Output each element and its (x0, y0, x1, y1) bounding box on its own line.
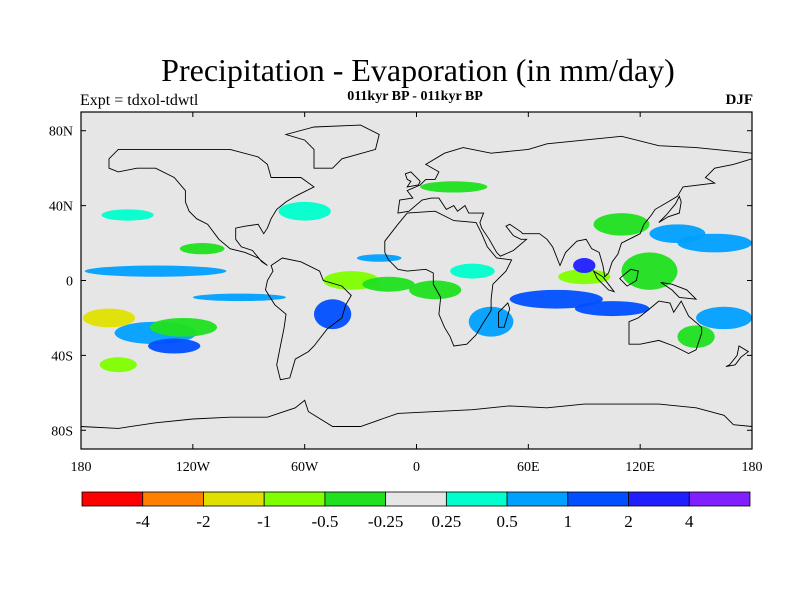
lon-tick-label: 120E (625, 460, 655, 475)
coastline-eurasia (397, 135, 752, 278)
lon-tick-label: 60E (517, 460, 540, 475)
colorbar-swatch (81, 491, 144, 507)
colorbar-swatch (385, 491, 447, 507)
lat-tick-label: 0 (66, 275, 73, 290)
colorbar-swatch (506, 491, 569, 507)
anomaly-region (677, 325, 715, 348)
coastline-madagascar (498, 302, 511, 328)
colorbar-label: -4 (136, 512, 151, 531)
period-label: 011kyr BP - 011kyr BP (347, 89, 483, 104)
anomaly-region (509, 289, 603, 309)
colorbar-swatch (688, 491, 751, 507)
anomaly-region (621, 252, 678, 290)
colorbar-swatch (628, 491, 690, 507)
lon-tick-label: 120W (176, 460, 211, 475)
anomaly-region (313, 299, 352, 330)
coastline-africa (384, 210, 513, 347)
coastline-uk (404, 171, 421, 188)
colorbar-label: 0.25 (431, 512, 461, 531)
coastline-south-america (265, 257, 352, 381)
anomaly-region (149, 317, 218, 337)
anomaly-region (409, 280, 462, 300)
colorbar-swatch (567, 491, 629, 507)
colorbar-label: -2 (196, 512, 210, 531)
colorbar-label: -0.5 (311, 512, 338, 531)
lon-tick-label: 180 (71, 460, 92, 475)
season-label: DJF (725, 92, 754, 108)
coastline-new-guinea (660, 281, 698, 300)
coastline-borneo (619, 268, 639, 287)
colorbar-swatch (263, 491, 326, 507)
anomaly-region (148, 338, 201, 354)
lat-tick-label: 40N (49, 200, 73, 215)
colorbar-label: 0.5 (496, 512, 517, 531)
colorbar-label: 4 (685, 512, 694, 531)
colorbar-label: -0.25 (368, 512, 403, 531)
colorbar-swatch (203, 491, 265, 507)
coastline-layer (81, 124, 752, 449)
colorbar-swatch (324, 491, 387, 507)
anomaly-region (278, 201, 331, 221)
coastline-antarctica (81, 399, 752, 449)
coastline-north-america (108, 148, 315, 266)
anomaly-region (696, 306, 752, 330)
colorbar-label: 1 (564, 512, 573, 531)
anomaly-region (362, 276, 415, 292)
coastline-new-zealand (725, 345, 750, 368)
plot-title: Precipitation - Evaporation (in mm/day) (161, 52, 675, 88)
anomaly-region (179, 243, 225, 255)
lon-tick-label: 180 (742, 460, 763, 475)
coastline-greenland (284, 124, 380, 169)
colorbar: -4 -2 -1 -0.5 -0.25 0.25 0.5 1 2 4 (81, 491, 751, 531)
anomaly-region (677, 233, 752, 253)
lon-tick-label: 60W (291, 460, 319, 475)
colorbar-label: -1 (257, 512, 271, 531)
axis-layer: 80N 40N 0 40S 80S 180 120W 60W 0 60E 120E 180 (49, 112, 763, 475)
anomaly-region (574, 301, 650, 317)
anomaly-region (593, 213, 650, 236)
anomaly-region (450, 263, 495, 279)
anomaly-region (84, 265, 227, 277)
coastline-sumatra (592, 269, 616, 293)
colorbar-swatch (142, 491, 204, 507)
lat-tick-label: 80S (51, 424, 73, 439)
anomaly-region (192, 293, 287, 302)
anomaly-region (99, 357, 137, 373)
lat-tick-label: 40S (51, 349, 73, 364)
anomaly-region (420, 181, 488, 193)
anomaly-region (101, 209, 154, 221)
anomaly-region (573, 258, 596, 274)
colorbar-label: 2 (624, 512, 633, 531)
anomaly-region (82, 308, 136, 328)
lat-tick-label: 80N (49, 125, 73, 140)
coastline-australia (628, 300, 703, 355)
coastline-japan (658, 195, 682, 223)
anomaly-region (356, 254, 402, 262)
lon-tick-label: 0 (413, 460, 420, 475)
experiment-label: Expt = tdxol-tdwtl (80, 92, 199, 109)
colorbar-swatch (445, 491, 508, 507)
